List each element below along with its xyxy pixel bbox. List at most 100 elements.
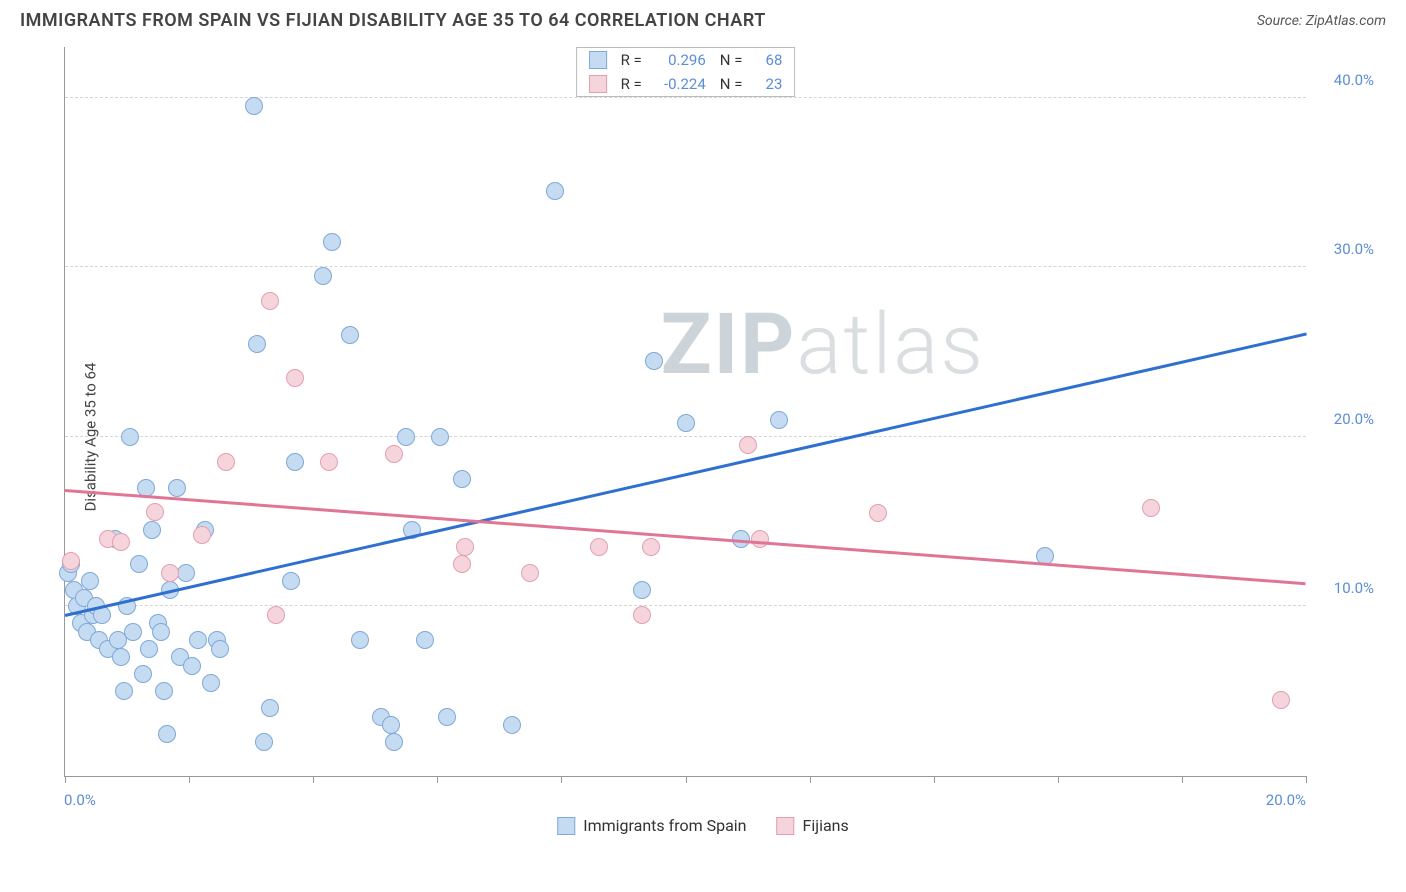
legend-row-fijians: R = -0.224 N = 23: [577, 72, 795, 96]
scatter-point-spain: [81, 572, 99, 590]
scatter-point-spain: [546, 182, 564, 200]
legend-row-spain: R =0.296N =68: [577, 48, 795, 72]
scatter-point-spain: [314, 267, 332, 285]
scatter-point-spain: [140, 640, 158, 658]
legend-swatch: [589, 75, 607, 93]
scatter-point-spain: [168, 479, 186, 497]
scatter-point-spain: [155, 682, 173, 700]
scatter-point-fijians: [453, 555, 471, 573]
scatter-point-spain: [202, 674, 220, 692]
gridline: [65, 436, 1306, 437]
scatter-point-spain: [152, 623, 170, 641]
x-tick: [810, 776, 811, 783]
scatter-point-spain: [134, 665, 152, 683]
r-label: R =: [621, 51, 642, 69]
scatter-point-spain: [124, 623, 142, 641]
scatter-point-spain: [282, 572, 300, 590]
watermark: ZIPatlas: [661, 295, 985, 394]
scatter-point-fijians: [193, 526, 211, 544]
scatter-point-spain: [121, 428, 139, 446]
r-label: R =: [621, 75, 642, 93]
scatter-point-spain: [431, 428, 449, 446]
legend-swatch: [589, 51, 607, 69]
scatter-point-fijians: [456, 538, 474, 556]
y-tick-label: 30.0%: [1334, 240, 1374, 258]
x-tick: [1182, 776, 1183, 783]
scatter-point-fijians: [751, 530, 769, 548]
scatter-point-fijians: [112, 533, 130, 551]
scatter-point-fijians: [320, 453, 338, 471]
legend-swatch: [557, 817, 575, 835]
gridline: [65, 266, 1306, 267]
scatter-point-spain: [248, 335, 266, 353]
correlation-legend: R =0.296N =68R =-0.224N =23: [576, 47, 796, 97]
scatter-point-spain: [143, 521, 161, 539]
scatter-point-spain: [416, 631, 434, 649]
scatter-point-fijians: [286, 369, 304, 387]
scatter-point-spain: [286, 453, 304, 471]
source-attribution: Source: ZipAtlas.com: [1257, 13, 1386, 29]
scatter-point-fijians: [521, 564, 539, 582]
n-value: 23: [752, 75, 782, 93]
scatter-point-fijians: [267, 606, 285, 624]
scatter-point-fijians: [590, 538, 608, 556]
scatter-point-fijians: [869, 504, 887, 522]
scatter-point-fijians: [633, 606, 651, 624]
scatter-point-spain: [261, 699, 279, 717]
scatter-point-spain: [633, 581, 651, 599]
scatter-point-fijians: [739, 436, 757, 454]
scatter-point-fijians: [385, 445, 403, 463]
x-tick: [313, 776, 314, 783]
plot-area: ZIPatlas R =0.296N =68R =-0.224N =23 10.…: [64, 47, 1306, 777]
scatter-point-spain: [770, 411, 788, 429]
series-legend: Immigrants from Spain Fijians: [557, 816, 849, 835]
scatter-point-spain: [115, 682, 133, 700]
x-tick: [686, 776, 687, 783]
scatter-point-spain: [189, 631, 207, 649]
scatter-point-fijians: [146, 503, 164, 521]
x-tick: [65, 776, 66, 783]
scatter-point-spain: [183, 657, 201, 675]
chart-title: IMMIGRANTS FROM SPAIN VS FIJIAN DISABILI…: [20, 10, 766, 31]
legend-item-fijians: Fijians: [777, 816, 849, 835]
x-axis-max-label: 20.0%: [1266, 791, 1306, 809]
scatter-point-spain: [177, 564, 195, 582]
scatter-point-fijians: [1272, 691, 1290, 709]
x-tick: [1306, 776, 1307, 783]
scatter-point-spain: [382, 716, 400, 734]
scatter-point-spain: [211, 640, 229, 658]
y-tick-label: 20.0%: [1334, 410, 1374, 428]
scatter-point-spain: [677, 414, 695, 432]
gridline: [65, 605, 1306, 606]
x-axis-min-label: 0.0%: [64, 791, 96, 809]
scatter-point-spain: [385, 733, 403, 751]
scatter-point-spain: [397, 428, 415, 446]
legend-label: Fijians: [803, 816, 849, 835]
scatter-point-spain: [351, 631, 369, 649]
x-tick: [934, 776, 935, 783]
scatter-point-fijians: [217, 453, 235, 471]
chart-container: Disability Age 35 to 64 ZIPatlas R =0.29…: [20, 37, 1386, 837]
legend-swatch: [777, 817, 795, 835]
trend-line-fijians: [65, 489, 1306, 585]
scatter-point-spain: [158, 725, 176, 743]
n-label: N =: [720, 51, 743, 69]
trend-line-spain: [65, 333, 1307, 617]
scatter-point-fijians: [642, 538, 660, 556]
scatter-point-fijians: [1142, 499, 1160, 517]
scatter-point-fijians: [62, 552, 80, 570]
x-tick: [189, 776, 190, 783]
scatter-point-spain: [112, 648, 130, 666]
scatter-point-spain: [323, 233, 341, 251]
n-label: N =: [720, 75, 743, 93]
scatter-point-spain: [645, 352, 663, 370]
scatter-point-spain: [438, 708, 456, 726]
scatter-point-spain: [453, 470, 471, 488]
y-tick-label: 40.0%: [1334, 71, 1374, 89]
scatter-point-fijians: [261, 292, 279, 310]
scatter-point-spain: [341, 326, 359, 344]
legend-item-spain: Immigrants from Spain: [557, 816, 746, 835]
scatter-point-spain: [255, 733, 273, 751]
x-tick: [1058, 776, 1059, 783]
r-value: -0.224: [652, 75, 706, 93]
